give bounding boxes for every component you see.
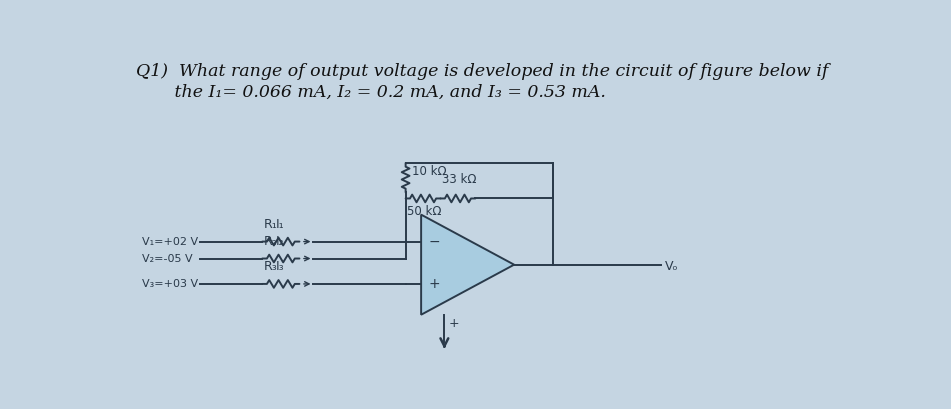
Text: the I₁= 0.066 mA, I₂ = 0.2 mA, and I₃ = 0.53 mA.: the I₁= 0.066 mA, I₂ = 0.2 mA, and I₃ = … bbox=[136, 84, 606, 101]
Text: Vₒ: Vₒ bbox=[665, 260, 678, 273]
Text: 33 kΩ: 33 kΩ bbox=[442, 173, 476, 186]
Text: V₁=+02 V: V₁=+02 V bbox=[142, 236, 198, 247]
Text: I₂: I₂ bbox=[276, 235, 285, 248]
Text: R₁: R₁ bbox=[263, 218, 278, 231]
Text: +: + bbox=[429, 277, 440, 291]
Text: Q1)  What range of output voltage is developed in the circuit of figure below if: Q1) What range of output voltage is deve… bbox=[136, 63, 828, 80]
Text: 50 kΩ: 50 kΩ bbox=[407, 204, 441, 218]
Text: R₃: R₃ bbox=[263, 260, 278, 273]
Text: V₃=+03 V: V₃=+03 V bbox=[142, 279, 198, 289]
Text: I₃: I₃ bbox=[276, 260, 285, 273]
Text: −: − bbox=[429, 235, 440, 249]
Polygon shape bbox=[421, 215, 514, 315]
Text: 10 kΩ: 10 kΩ bbox=[412, 164, 446, 178]
Text: I₁: I₁ bbox=[276, 218, 285, 231]
Text: V₂=-05 V: V₂=-05 V bbox=[142, 254, 193, 263]
Text: +: + bbox=[448, 317, 459, 330]
Text: R₂: R₂ bbox=[263, 235, 278, 248]
